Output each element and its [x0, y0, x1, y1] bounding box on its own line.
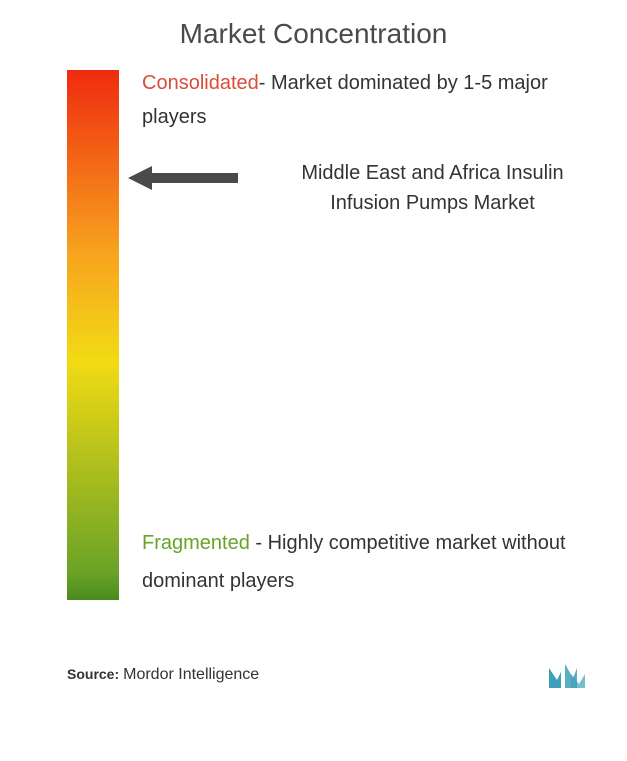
page-title: Market Concentration [0, 0, 627, 70]
concentration-gradient-bar [67, 70, 119, 600]
footer: Source:Mordor Intelligence [67, 660, 587, 690]
consolidated-label: Consolidated [142, 72, 259, 94]
market-name: Middle East and Africa Insulin Infusion … [248, 158, 587, 218]
fragmented-label: Fragmented [142, 532, 250, 554]
source-label: Source: [67, 666, 119, 682]
arrow-left-icon [128, 164, 238, 192]
market-callout: Middle East and Africa Insulin Infusion … [128, 158, 587, 218]
source-block: Source:Mordor Intelligence [67, 666, 259, 684]
text-area: Consolidated- Market dominated by 1-5 ma… [142, 70, 587, 600]
logo-icon [547, 660, 587, 690]
consolidated-description: Consolidated- Market dominated by 1-5 ma… [142, 66, 587, 134]
source-value: Mordor Intelligence [123, 666, 259, 683]
fragmented-description: Fragmented - Highly competitive market w… [142, 524, 587, 600]
content-area: Consolidated- Market dominated by 1-5 ma… [0, 70, 627, 600]
